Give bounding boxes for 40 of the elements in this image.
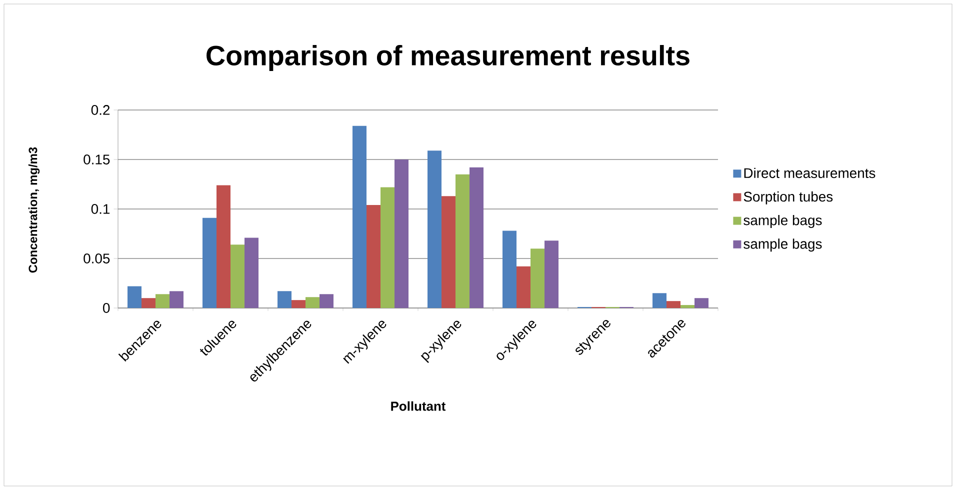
- bar: [456, 174, 470, 308]
- legend-label: Sorption tubes: [744, 191, 833, 204]
- bar: [516, 266, 531, 308]
- y-tick-label: 0.05: [84, 254, 110, 264]
- bar: [292, 300, 306, 308]
- bar: [680, 305, 695, 308]
- bar: [128, 286, 142, 308]
- y-axis-title: Concentration, mg/m3: [28, 147, 40, 273]
- y-tick-label: 0.15: [84, 154, 110, 164]
- bar: [394, 160, 409, 308]
- bar: [380, 187, 395, 308]
- x-axis-title: Pollutant: [391, 401, 446, 411]
- bar: [306, 297, 320, 308]
- bar: [544, 240, 559, 308]
- y-tick-label: 0.1: [91, 204, 110, 214]
- bar: [366, 205, 381, 308]
- bar: [244, 238, 259, 308]
- bar: [428, 150, 442, 308]
- bar: [442, 196, 456, 308]
- y-tick-label: 0: [103, 303, 110, 313]
- legend-label: sample bags: [744, 238, 822, 252]
- bar: [320, 294, 334, 308]
- bar: [470, 167, 484, 308]
- bar: [666, 301, 681, 308]
- bar: [502, 230, 517, 308]
- bar: [216, 185, 230, 308]
- bar: [142, 298, 156, 308]
- bar: [652, 293, 667, 308]
- y-tick-label: 0.2: [91, 105, 110, 115]
- legend-label: Direct measurements: [744, 168, 876, 178]
- bar: [530, 248, 545, 308]
- chart-title: Comparison of measurement results: [206, 45, 690, 71]
- legend-label: sample bags: [744, 214, 822, 228]
- bar: [156, 294, 170, 308]
- bar: [278, 291, 292, 308]
- bar: [230, 244, 244, 308]
- bar: [170, 291, 184, 308]
- bar: [694, 298, 709, 308]
- bar: [352, 126, 367, 308]
- bar: [202, 218, 216, 308]
